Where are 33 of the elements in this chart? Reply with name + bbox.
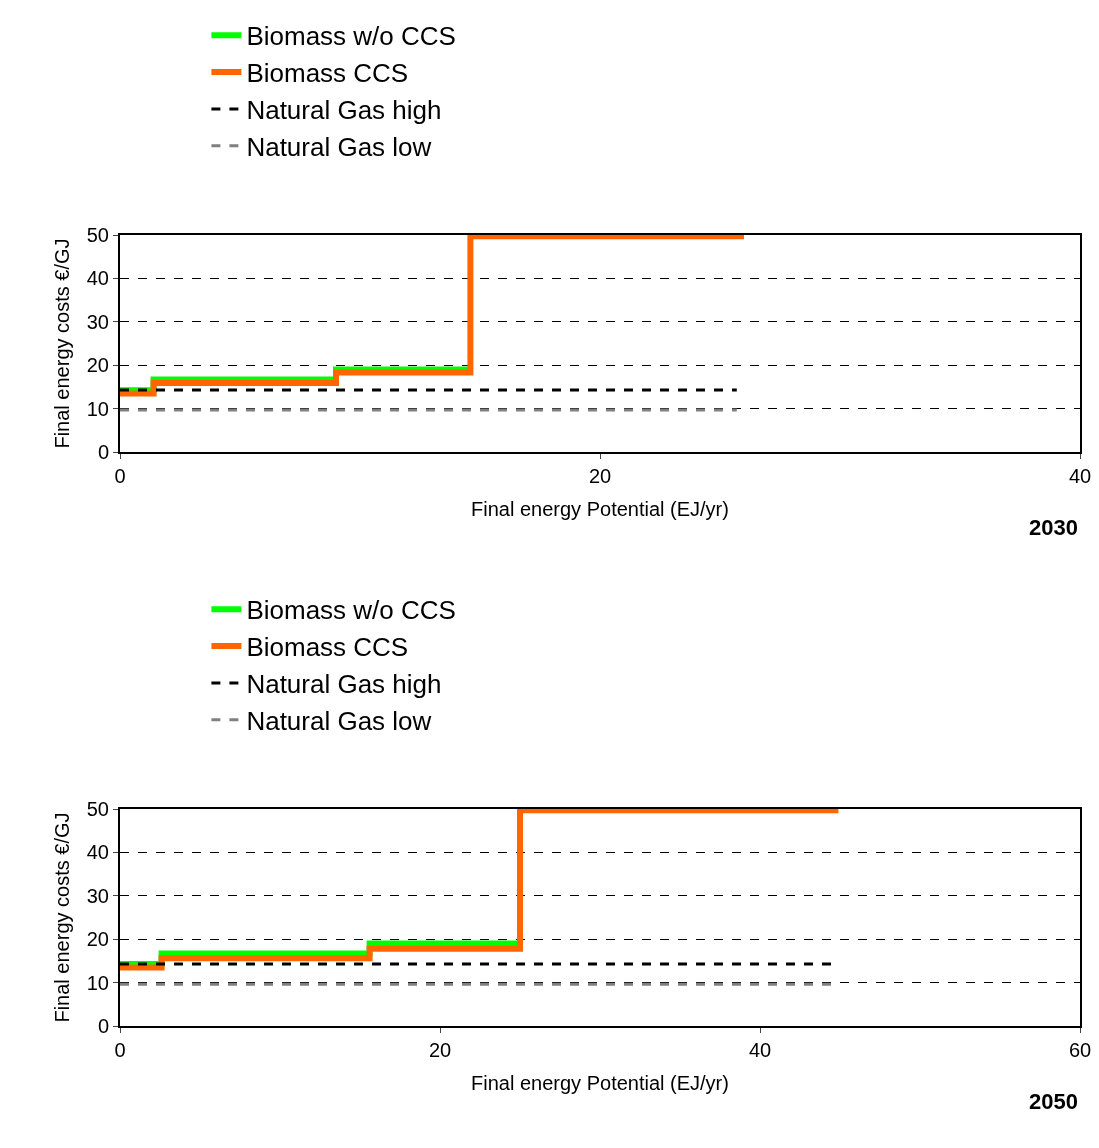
text: 2030 [1029,515,1078,540]
y-tick-label: 10 [86,971,109,994]
y-axis-title: Final energy costs €/GJ [50,238,73,449]
x-tick-label: 60 [1068,1039,1092,1061]
y-tick-label: 40 [86,841,109,864]
legend-label: Biomass CCS [246,58,409,89]
x-axis-title: Final energy Potential (EJ/yr) [471,498,729,520]
y-tick-label: 20 [86,928,109,951]
legend-label: Biomass CCS [246,632,409,663]
x-tick-label: 40 [748,1039,772,1061]
x-tick-label: 20 [428,1039,452,1061]
y-tick-label: 0 [97,441,109,463]
x-tick-label: 40 [1068,465,1092,487]
y-tick-label: 50 [86,224,109,246]
y-tick-label: 0 [97,1015,109,1037]
y-axis-title: Final energy costs €/GJ [50,812,73,1023]
y-tick-label: 40 [86,267,109,290]
x-axis-title: Final energy Potential (EJ/yr) [471,1072,729,1094]
y-tick-label: 30 [86,884,109,907]
x-tick-label: 0 [114,465,126,487]
y-tick-label: 50 [86,798,109,820]
legend-label: Biomass w/o CCS [246,21,456,52]
legend-label: Natural Gas low [246,131,432,162]
legend-label: Natural Gas high [246,95,442,126]
x-tick-label: 0 [114,1039,126,1061]
y-tick-label: 30 [86,310,109,333]
text: 2050 [1029,1089,1078,1114]
y-tick-label: 20 [86,354,109,377]
legend-label: Natural Gas high [246,669,442,700]
legend-label: Biomass w/o CCS [246,595,456,626]
x-tick-label: 20 [588,465,612,487]
legend-label: Natural Gas low [246,705,432,736]
y-tick-label: 10 [86,397,109,420]
